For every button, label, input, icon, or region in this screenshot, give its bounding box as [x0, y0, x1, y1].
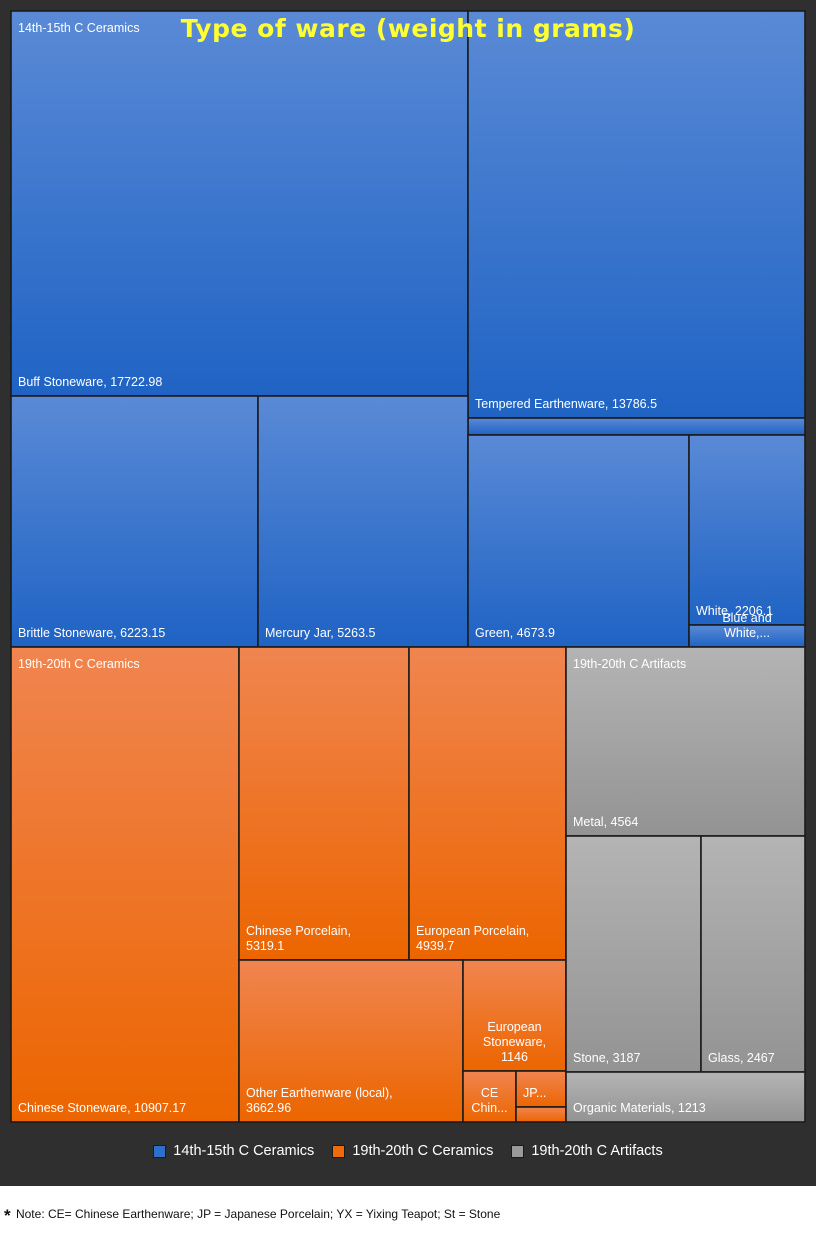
tile-label-buff-stoneware: Buff Stoneware, 17722.98: [18, 375, 162, 389]
chart-frame: Buff Stoneware, 17722.98 Tempered Earthen…: [0, 0, 816, 1186]
legend-label: 19th-20th C Ceramics: [352, 1143, 494, 1159]
treemap-tile-european-porcelain: [408, 646, 567, 961]
footnote-text: Note: CE= Chinese Earthenware; JP = Japa…: [15, 1207, 501, 1221]
tile-label-organic-materials: Organic Materials, 1213: [573, 1101, 706, 1115]
tile-label-chinese-stoneware: Chinese Stoneware, 10907.17: [18, 1101, 186, 1115]
treemap-tile-jp: [515, 1070, 567, 1108]
legend-label: 19th-20th C Artifacts: [531, 1143, 663, 1159]
tile-label-mercury-jar: Mercury Jar, 5263.5: [265, 626, 376, 640]
legend-label: 14th-15th C Ceramics: [173, 1143, 315, 1159]
treemap-tile-organic-materials: [565, 1071, 806, 1123]
tile-label-ce: CE Chin...: [471, 1086, 507, 1115]
tile-label-brittle-stoneware: Brittle Stoneware, 6223.15: [18, 626, 165, 640]
treemap-tile-unlabeled: [515, 1106, 567, 1123]
treemap-tile-brittle-stoneware: [10, 395, 259, 648]
tile-label-chinese-porcelain: Chinese Porcelain, 5319.1: [246, 924, 351, 953]
tile-label-blue-and-white: Blue and White,...: [722, 611, 771, 640]
tile-label-stone: Stone, 3187: [573, 1051, 640, 1065]
group-label-19th-20th-c-ceramics: 19th-20th C Ceramics: [18, 657, 140, 671]
treemap-tile-chinese-porcelain: [238, 646, 410, 961]
tile-label-metal: Metal, 4564: [573, 815, 638, 829]
tile-label-other-earthenware-local: Other Earthenware (local), 3662.96: [246, 1086, 393, 1115]
group-label-19th-20th-c-artifacts: 19th-20th C Artifacts: [573, 657, 686, 671]
tile-label-white: White, 2206.1: [696, 604, 773, 618]
treemap-chart: Buff Stoneware, 17722.98 Tempered Earthen…: [10, 10, 806, 1123]
legend-swatch-gray: [511, 1144, 525, 1158]
tile-label-tempered-earthenware: Tempered Earthenware, 13786.5: [475, 397, 657, 411]
footnote: * Note: CE= Chinese Earthenware; JP = Ja…: [4, 1206, 500, 1226]
tile-label-jp: JP...: [523, 1086, 546, 1100]
legend-item-19th-20th-artifacts: 19th-20th C Artifacts: [511, 1143, 663, 1159]
legend-swatch-blue: [153, 1144, 167, 1158]
treemap-tile-green: [467, 434, 690, 648]
treemap-tile-tempered-earthenware: [467, 10, 806, 419]
group-label-14th-15th-c-ceramics: 14th-15th C Ceramics: [18, 21, 140, 35]
legend-item-19th-20th-ceramics: 19th-20th C Ceramics: [332, 1143, 493, 1159]
legend-item-14th-15th: 14th-15th C Ceramics: [153, 1143, 314, 1159]
treemap-tile-ce: [462, 1070, 517, 1123]
treemap-tile-unlabeled: [467, 417, 806, 436]
treemap-tile-chinese-stoneware: [10, 646, 240, 1123]
treemap-tile-metal: [565, 646, 806, 837]
treemap-tile-white: [688, 434, 806, 626]
tile-label-european-porcelain: European Porcelain, 4939.7: [416, 924, 529, 953]
treemap-tile-glass: [700, 835, 806, 1073]
treemap-tile-mercury-jar: [257, 395, 469, 648]
tile-label-european-stoneware: European Stoneware, 1146: [483, 1020, 546, 1064]
tile-label-glass: Glass, 2467: [708, 1051, 775, 1065]
tile-label-green: Green, 4673.9: [475, 626, 555, 640]
treemap-tile-other-earthenware-local: [238, 959, 464, 1123]
treemap-tile-european-stoneware: [462, 959, 567, 1072]
legend-swatch-orange: [332, 1144, 346, 1158]
treemap-tile-buff-stoneware: [10, 10, 469, 397]
footnote-marker: *: [4, 1206, 11, 1225]
treemap-tile-stone: [565, 835, 702, 1073]
chart-legend: 14th-15th C Ceramics 19th-20th C Ceramic…: [0, 1143, 816, 1159]
